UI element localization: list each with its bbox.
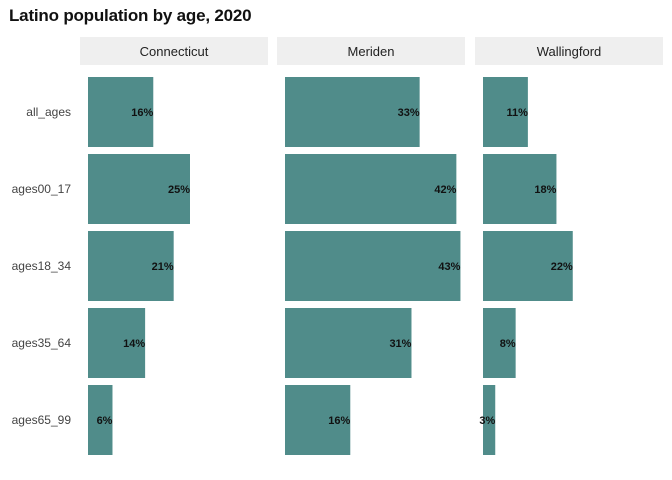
bar-meriden-ages00_17: [285, 154, 457, 224]
y-tick-label-ages18_34: ages18_34: [12, 259, 72, 273]
bar-connecticut-ages00_17: [88, 154, 190, 224]
chart-title: Latino population by age, 2020: [9, 6, 252, 25]
data-label-wallingford-ages00_17: 18%: [534, 184, 556, 196]
bar-connecticut-all_ages: [88, 77, 154, 147]
y-tick-label-ages65_99: ages65_99: [12, 413, 72, 427]
bar-wallingford-all_ages: [483, 77, 528, 147]
facet-label-wallingford: Wallingford: [537, 44, 602, 59]
bar-connecticut-ages65_99: [88, 385, 113, 455]
y-tick-label-ages35_64: ages35_64: [12, 336, 72, 350]
y-tick-label-ages00_17: ages00_17: [12, 182, 72, 196]
bar-wallingford-ages65_99: [483, 385, 496, 455]
facet-strip-meriden: [277, 37, 465, 65]
bar-meriden-ages65_99: [285, 385, 351, 455]
bar-connecticut-ages18_34: [88, 231, 174, 301]
data-label-connecticut-all_ages: 16%: [131, 107, 153, 119]
data-label-meriden-ages35_64: 31%: [389, 338, 411, 350]
data-label-wallingford-ages65_99: 3%: [479, 415, 495, 427]
y-tick-label-all_ages: all_ages: [26, 105, 71, 119]
data-label-meriden-ages65_99: 16%: [328, 415, 350, 427]
bar-connecticut-ages35_64: [88, 308, 146, 378]
data-label-connecticut-ages18_34: 21%: [152, 261, 174, 273]
bar-wallingford-ages35_64: [483, 308, 516, 378]
facet-label-meriden: Meriden: [348, 44, 395, 59]
data-label-connecticut-ages65_99: 6%: [97, 415, 113, 427]
facet-label-connecticut: Connecticut: [140, 44, 209, 59]
bar-wallingford-ages18_34: [483, 231, 573, 301]
data-label-meriden-all_ages: 33%: [398, 107, 420, 119]
bar-meriden-ages35_64: [285, 308, 412, 378]
data-label-meriden-ages18_34: 43%: [438, 261, 460, 273]
bar-wallingford-ages00_17: [483, 154, 557, 224]
facet-strip-connecticut: [80, 37, 268, 65]
data-label-wallingford-ages18_34: 22%: [551, 261, 573, 273]
facet-strip-wallingford: [475, 37, 663, 65]
bar-meriden-ages18_34: [285, 231, 461, 301]
data-label-connecticut-ages35_64: 14%: [123, 338, 145, 350]
bar-meriden-all_ages: [285, 77, 420, 147]
data-label-connecticut-ages00_17: 25%: [168, 184, 190, 196]
data-label-meriden-ages00_17: 42%: [434, 184, 456, 196]
data-label-wallingford-ages35_64: 8%: [500, 338, 516, 350]
data-label-wallingford-all_ages: 11%: [506, 107, 528, 119]
